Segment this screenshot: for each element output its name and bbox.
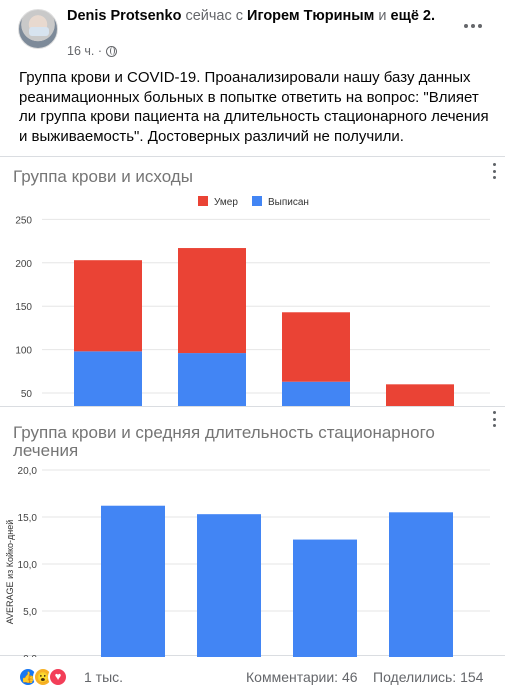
- chart1-bar-Умер-3: [386, 384, 454, 406]
- chart2-bar-0: [101, 505, 165, 657]
- chart2-y-tick: 15,0: [18, 513, 38, 524]
- charts-svg: Группа крови и исходы Умер Выписан 250 200 15…: [0, 167, 505, 657]
- shares-count[interactable]: Поделились: 154: [373, 669, 484, 685]
- chart1-bar-Выписан-1: [178, 353, 246, 406]
- author-avatar[interactable]: [18, 9, 58, 49]
- reactions-summary[interactable]: 👍 😮 ♥: [18, 667, 68, 687]
- chart2-y-axis-label: AVERAGE из Койко-дней: [5, 520, 15, 625]
- chart2-y-tick: 20,0: [18, 466, 38, 477]
- chart1-title: Группа крови и исходы: [13, 167, 193, 186]
- chart1-legend-label-0: Умер: [214, 197, 238, 208]
- chart1-y-tick: 50: [21, 389, 33, 400]
- globe-icon: [106, 45, 117, 57]
- comments-count[interactable]: Комментарии: 46: [246, 669, 358, 685]
- chart1-menu-icon[interactable]: [490, 161, 498, 181]
- with-prefix: сейчас с: [185, 8, 244, 24]
- chart-card: Группа крови и исходы Умер Выписан 250 200 15…: [0, 156, 505, 657]
- post-text: Группа крови и COVID-19. Проанализировал…: [19, 69, 489, 145]
- chart2-menu-icon[interactable]: [490, 409, 498, 429]
- face-mask: [29, 27, 49, 36]
- chart2-bar-2: [293, 539, 357, 657]
- chart1-y-tick: 150: [15, 302, 32, 313]
- author-name[interactable]: Denis Protsenko: [67, 8, 182, 24]
- chart1-y-tick: 100: [15, 346, 32, 357]
- reactions-count[interactable]: 1 тыс.: [84, 669, 124, 685]
- chart2-title-line1: Группа крови и средняя длительность стац…: [13, 423, 435, 442]
- post-header: Denis Protsenko сейчас с Игорем Тюриным …: [0, 0, 505, 62]
- chart2-bar-3: [389, 512, 453, 657]
- chart-group-duration: Группа крови и средняя длительность стац…: [5, 423, 490, 657]
- chart2-y-tick: 10,0: [18, 560, 38, 571]
- chart1-bar-Выписан-0: [74, 351, 142, 406]
- chart-group-outcomes: Группа крови и исходы Умер Выписан 250 200 15…: [13, 167, 490, 406]
- chart1-bar-Умер-2: [282, 312, 350, 382]
- chart1-bar-Умер-0: [74, 260, 142, 352]
- more-options-button[interactable]: [456, 13, 490, 39]
- chart1-legend-swatch-1: [252, 196, 262, 206]
- chart1-bar-Умер-1: [178, 248, 246, 354]
- chart1-legend-label-1: Выписан: [268, 197, 309, 208]
- chart2-y-tick: 0,0: [23, 654, 37, 657]
- chart1-bar-Выписан-2: [282, 381, 350, 406]
- more-tagged-link[interactable]: ещё 2.: [390, 8, 436, 24]
- chart1-legend-swatch-0: [198, 196, 208, 206]
- post-footer: 👍 😮 ♥ 1 тыс. Комментарии: 46 Поделились:…: [0, 660, 505, 692]
- chart1-y-tick: 200: [15, 259, 32, 270]
- post-header-text: Denis Protsenko сейчас с Игорем Тюриным …: [67, 7, 447, 26]
- post-time[interactable]: 16 ч. ·: [67, 44, 102, 58]
- chart2-title-line2: лечения: [13, 441, 78, 460]
- and-text: и: [378, 8, 387, 24]
- chart1-y-tick: 250: [15, 215, 32, 226]
- love-icon: ♥: [48, 667, 68, 687]
- tagged-person[interactable]: Игорем Тюриным: [247, 8, 375, 24]
- post-meta: 16 ч. ·: [67, 44, 117, 58]
- chart2-bar-1: [197, 514, 261, 657]
- chart2-y-tick: 5,0: [23, 607, 37, 618]
